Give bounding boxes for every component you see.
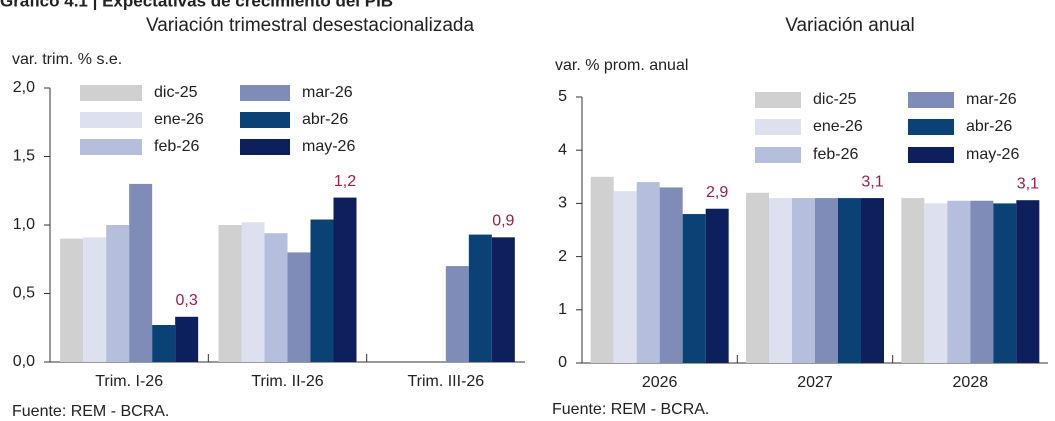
legend-label: feb-26 xyxy=(154,138,199,155)
legend-swatch xyxy=(908,147,954,163)
bar xyxy=(970,200,994,363)
y-tick-label: 4 xyxy=(558,141,567,158)
bar xyxy=(264,233,288,362)
x-tick-label: Trim. III-26 xyxy=(407,373,484,390)
bar xyxy=(705,208,729,363)
value-label: 3,1 xyxy=(861,173,883,190)
bar xyxy=(129,183,153,362)
figure-title: Gráfico 4.1 | Expectativas de crecimient… xyxy=(0,0,393,10)
y-axis-label: var. % prom. anual xyxy=(555,57,688,74)
legend-label: may-26 xyxy=(966,146,1019,163)
bar xyxy=(60,238,84,362)
value-label: 1,2 xyxy=(334,173,356,190)
legend-swatch xyxy=(908,119,954,135)
x-tick-label: 2028 xyxy=(953,374,989,391)
legend-swatch xyxy=(80,85,142,101)
legend-label: mar-26 xyxy=(302,84,353,101)
y-tick-label: 1,0 xyxy=(13,216,35,233)
legend-label: ene-26 xyxy=(154,111,204,128)
legend-label: ene-26 xyxy=(813,118,863,135)
legend-label: abr-26 xyxy=(966,118,1012,135)
bar xyxy=(924,203,948,363)
y-axis-label: var. trim. % s.e. xyxy=(12,51,122,68)
bar xyxy=(333,197,357,362)
bar xyxy=(682,214,706,363)
bar xyxy=(947,200,971,363)
bar xyxy=(310,219,334,362)
bar xyxy=(993,203,1017,363)
bar xyxy=(901,198,925,363)
legend-label: abr-26 xyxy=(302,111,348,128)
bar xyxy=(83,237,107,362)
y-tick-label: 5 xyxy=(558,88,567,105)
bar xyxy=(815,198,838,363)
bar xyxy=(746,192,769,363)
bar xyxy=(769,198,792,363)
legend-swatch xyxy=(755,119,801,135)
legend-swatch xyxy=(908,92,954,108)
y-tick-label: 1 xyxy=(558,301,567,318)
chart-title: Variación trimestral desestacionalizada xyxy=(146,15,475,36)
value-label: 0,9 xyxy=(492,213,514,230)
bar xyxy=(792,198,815,363)
bar xyxy=(241,222,265,362)
x-tick-label: 2027 xyxy=(797,374,833,391)
legend-label: may-26 xyxy=(302,138,355,155)
x-tick-label: Trim. II-26 xyxy=(251,373,323,390)
value-label: 0,3 xyxy=(176,292,198,309)
legend-label: feb-26 xyxy=(813,146,858,163)
source: Fuente: REM - BCRA. xyxy=(552,401,709,418)
bar xyxy=(590,176,614,363)
x-tick-label: Trim. I-26 xyxy=(95,373,163,390)
bar xyxy=(1016,200,1040,363)
bar xyxy=(468,234,492,362)
bar xyxy=(838,198,861,363)
value-label: 3,1 xyxy=(1017,175,1039,192)
y-tick-label: 1,5 xyxy=(13,148,35,165)
legend-swatch xyxy=(755,147,801,163)
legend-swatch xyxy=(240,85,290,101)
legend-swatch xyxy=(240,112,290,128)
x-tick-label: 2026 xyxy=(642,374,678,391)
source: Fuente: REM - BCRA. xyxy=(12,403,169,420)
legend-swatch xyxy=(80,139,142,155)
y-tick-label: 2 xyxy=(558,248,567,265)
bar xyxy=(659,187,683,363)
chart-title: Variación anual xyxy=(785,15,915,36)
y-tick-label: 2,0 xyxy=(13,79,35,96)
legend-label: mar-26 xyxy=(966,91,1017,108)
y-tick-label: 0,5 xyxy=(13,285,35,302)
bar xyxy=(445,266,469,362)
legend-swatch xyxy=(80,112,142,128)
bar xyxy=(287,252,311,362)
legend-label: dic-25 xyxy=(813,91,857,108)
bar xyxy=(861,198,884,363)
legend-swatch xyxy=(755,92,801,108)
legend-swatch xyxy=(240,139,290,155)
y-tick-label: 3 xyxy=(558,195,567,212)
bar xyxy=(106,225,130,362)
legend-label: dic-25 xyxy=(154,84,198,101)
bar xyxy=(636,182,660,363)
bar xyxy=(613,191,637,363)
value-label: 2,9 xyxy=(706,184,728,201)
bar xyxy=(152,325,176,362)
bar xyxy=(218,225,242,362)
y-tick-label: 0,0 xyxy=(13,353,35,370)
bar xyxy=(491,237,515,362)
y-tick-label: 0 xyxy=(558,354,567,371)
bar xyxy=(175,316,199,362)
